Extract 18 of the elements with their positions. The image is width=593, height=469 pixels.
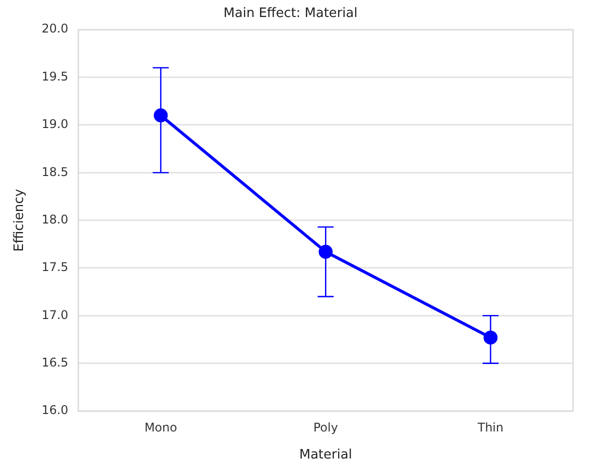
y-tick-label: 18.5	[42, 164, 68, 179]
y-tick-label: 19.0	[42, 117, 68, 132]
x-tick-label: Mono	[144, 420, 178, 434]
y-axis-title: Efficiency	[12, 188, 28, 252]
y-tick-label: 20.0	[42, 22, 68, 36]
chart-title: Main Effect: Material	[224, 6, 358, 22]
point	[154, 108, 168, 122]
point	[484, 330, 498, 345]
x-tick-label: Poly	[313, 420, 338, 434]
point	[318, 244, 333, 259]
y-tick-label: 16.0	[42, 403, 68, 418]
x-tick-label: Thin	[476, 420, 504, 434]
x-axis-title: Material	[299, 448, 352, 463]
y-tick-label: 17.0	[42, 308, 68, 322]
y-tick-label: 16.5	[42, 355, 68, 370]
y-tick-label: 18.0	[42, 212, 68, 226]
y-tick-label: 17.5	[42, 260, 68, 274]
y-tick-label: 19.5	[42, 69, 68, 84]
